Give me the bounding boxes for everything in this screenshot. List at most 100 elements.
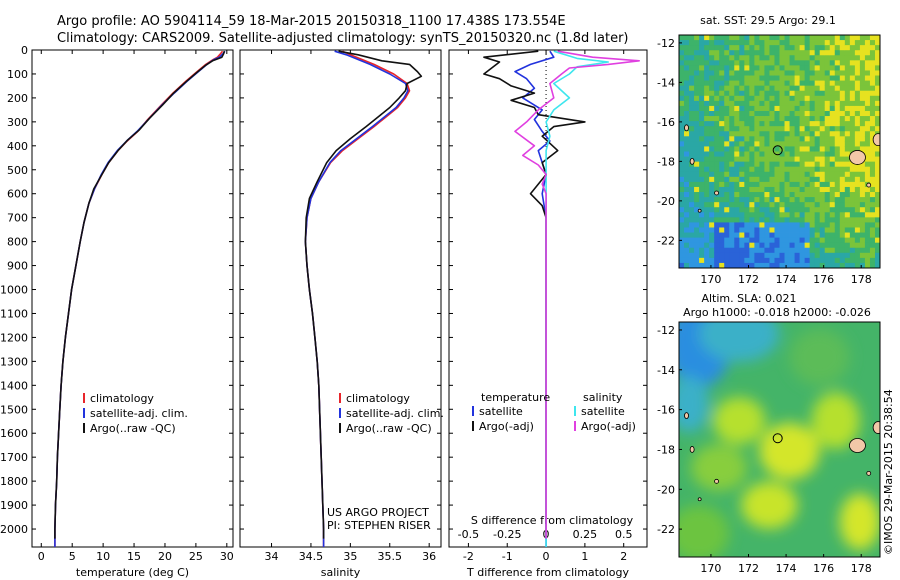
sst-pixel xyxy=(814,207,821,213)
sst-pixel xyxy=(834,35,841,41)
sst-pixel xyxy=(789,100,795,107)
sst-pixel xyxy=(824,242,831,249)
sst-pixel xyxy=(774,136,780,142)
sst-pixel xyxy=(849,40,856,46)
sst-pixel xyxy=(694,45,700,51)
sst-pixel xyxy=(749,181,755,188)
sst-pixel xyxy=(719,110,725,117)
sst-pixel xyxy=(734,116,740,122)
sst-pixel xyxy=(874,212,880,218)
sst-pixel xyxy=(819,70,826,76)
land-coastline xyxy=(689,157,695,165)
sst-pixel xyxy=(749,141,755,147)
sst-pixel xyxy=(729,207,735,213)
sst-pixel xyxy=(804,237,811,244)
sst-pixel xyxy=(794,80,801,87)
sst-pixel xyxy=(869,146,876,152)
sst-pixel xyxy=(804,50,811,56)
temperature-xtick-label: 5 xyxy=(69,550,76,563)
sst-pixel xyxy=(709,85,715,92)
sst-pixel xyxy=(684,146,690,152)
sst-pixel xyxy=(724,156,730,163)
sst-pixel xyxy=(854,65,861,71)
sst-pixel xyxy=(829,227,836,233)
sst-pixel xyxy=(709,90,715,97)
sst-pixel xyxy=(704,121,710,127)
sst-pixel xyxy=(734,75,740,81)
argo-float-marker xyxy=(772,433,783,444)
sst-pixel xyxy=(769,202,775,208)
sst-pixel xyxy=(824,247,831,254)
sst-pixel xyxy=(824,227,831,233)
sst-pixel xyxy=(679,90,685,97)
sst-pixel xyxy=(794,151,801,157)
sst-pixel xyxy=(699,242,705,249)
sst-pixel xyxy=(769,116,775,122)
sst-pixel xyxy=(814,40,821,46)
sst-pixel xyxy=(769,217,775,223)
temperature-legend-label: satellite-adj. clim. xyxy=(90,407,188,420)
sst-pixel xyxy=(759,252,765,259)
sst-pixel xyxy=(834,131,841,137)
sst-pixel xyxy=(839,237,846,244)
sst-pixel xyxy=(714,45,720,51)
sst-pixel xyxy=(859,100,866,107)
sst-pixel xyxy=(779,237,785,244)
sst-pixel xyxy=(859,166,866,173)
sst-pixel xyxy=(794,90,801,97)
sst-pixel xyxy=(679,126,685,132)
sst-pixel xyxy=(739,212,745,218)
sst-pixel xyxy=(694,60,700,66)
sst-pixel xyxy=(819,95,826,102)
sst-pixel xyxy=(874,192,880,198)
sst-pixel xyxy=(764,105,770,112)
sst-pixel xyxy=(829,192,836,198)
sst-pixel xyxy=(804,202,811,208)
sla-anomaly xyxy=(741,481,798,529)
sst-pixel xyxy=(739,146,745,152)
sst-pixel xyxy=(719,131,725,137)
sst-pixel xyxy=(729,186,735,193)
sst-pixel xyxy=(844,151,851,157)
sst-pixel xyxy=(774,192,780,198)
sst-pixel xyxy=(869,85,876,92)
sst-pixel xyxy=(699,146,705,152)
sst-pixel xyxy=(694,75,700,81)
sst-pixel xyxy=(684,166,690,173)
sst-pixel xyxy=(709,45,715,51)
sst-pixel xyxy=(754,151,760,157)
sst-pixel xyxy=(744,176,750,183)
sst-pixel xyxy=(754,100,760,107)
sst-pixel xyxy=(679,217,685,223)
sst-pixel xyxy=(869,50,876,56)
sst-pixel xyxy=(679,186,685,193)
sst-pixel xyxy=(729,90,735,97)
sst-pixel xyxy=(719,186,725,193)
sst-pixel xyxy=(819,75,826,81)
sst-pixel xyxy=(749,50,755,56)
sst-pixel xyxy=(824,166,831,173)
sst-pixel xyxy=(769,181,775,188)
sst-pixel xyxy=(734,186,740,193)
sst-pixel xyxy=(854,110,861,117)
sst-pixel xyxy=(839,75,846,81)
sst-pixel xyxy=(744,186,750,193)
sst-pixel xyxy=(844,141,851,147)
sst-pixel xyxy=(779,40,785,46)
sst-pixel xyxy=(859,171,866,178)
sst-pixel xyxy=(729,151,735,157)
sst-pixel xyxy=(769,192,775,198)
sst-pixel xyxy=(804,146,811,152)
sst-pixel xyxy=(859,95,866,102)
sst-pixel xyxy=(789,95,795,102)
sst-pixel xyxy=(834,60,841,66)
sst-pixel xyxy=(734,60,740,66)
sst-pixel xyxy=(759,80,765,87)
sst-pixel xyxy=(814,146,821,152)
sst-pixel xyxy=(824,202,831,208)
sst-pixel xyxy=(724,141,730,147)
sst-pixel xyxy=(769,186,775,193)
salinity-xtick-label: 35.5 xyxy=(378,550,403,563)
land-coastline xyxy=(697,208,702,213)
sst-pixel xyxy=(869,80,876,87)
